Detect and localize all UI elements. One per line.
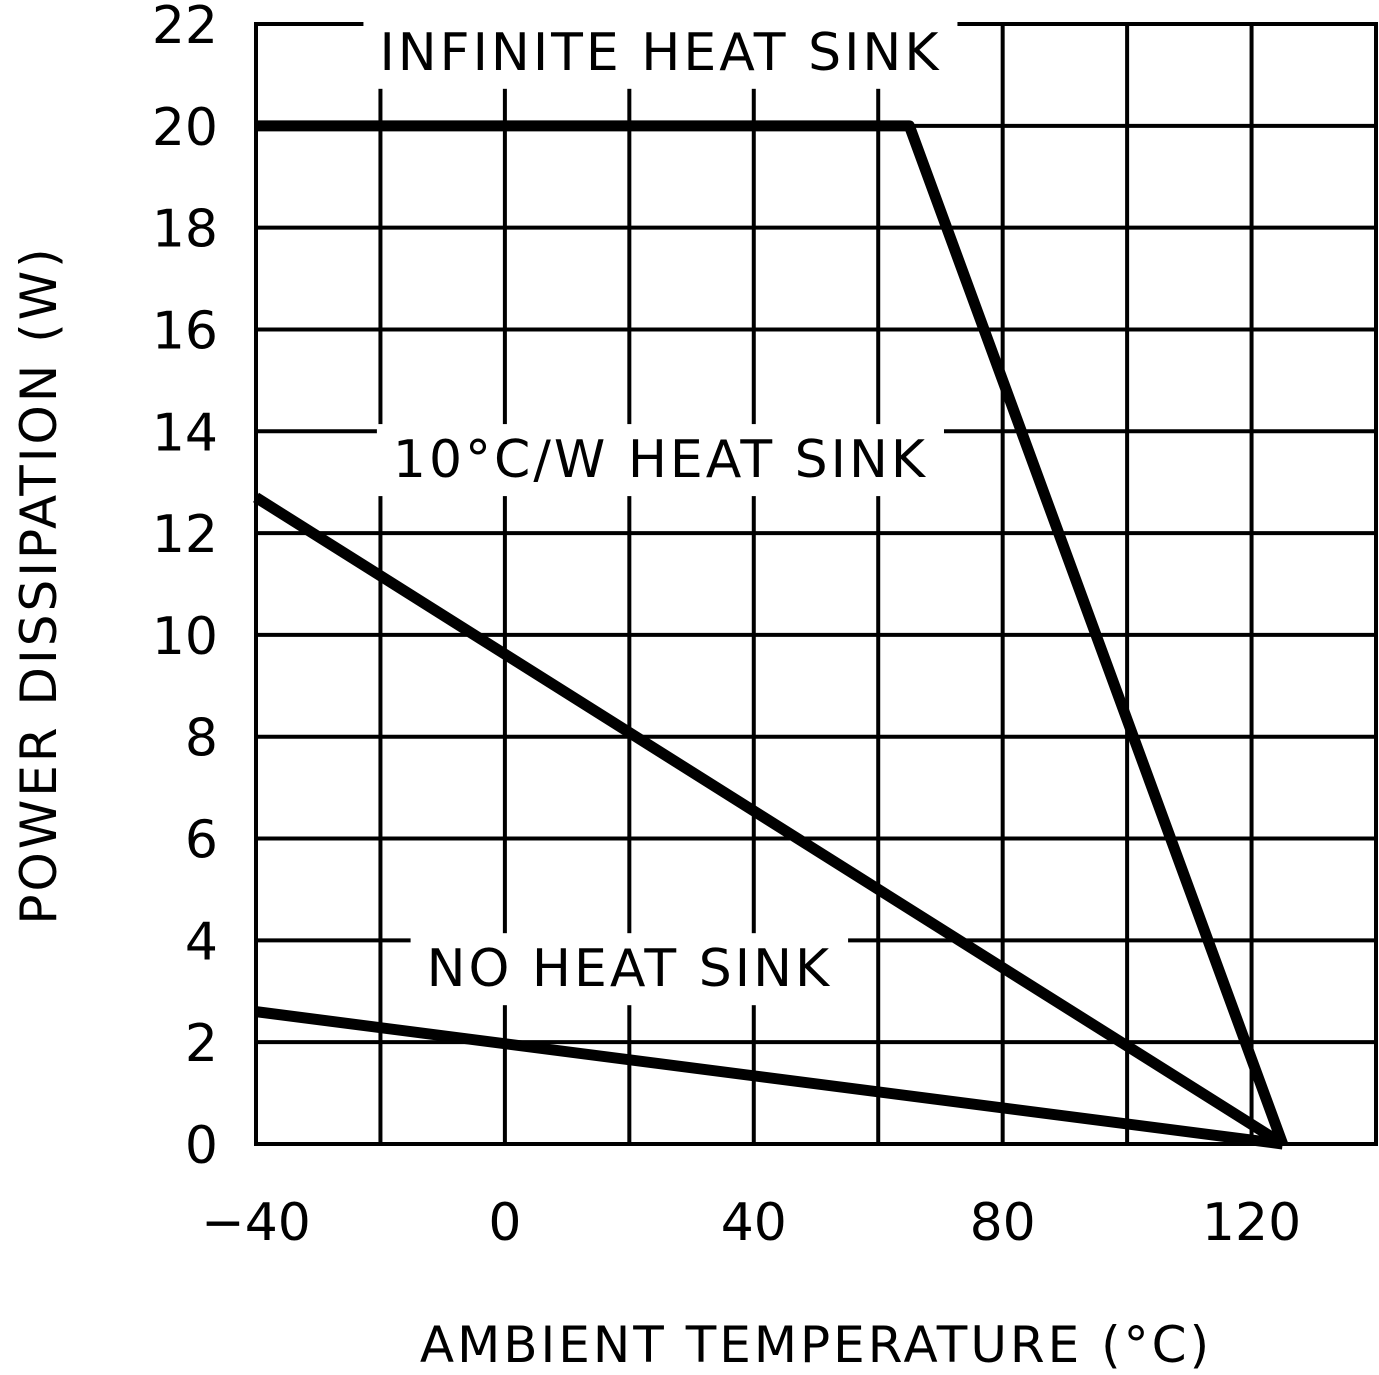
series-line-1 xyxy=(253,492,1286,1149)
x-tick-label-0: −40 xyxy=(201,1193,311,1253)
annotation-layer: INFINITE HEAT SINK 10°C/W HEAT SINK NO HEA… xyxy=(363,16,958,1006)
y-tick-label-3: 6 xyxy=(185,811,218,871)
annotation-label-1: 10°C/W HEAT SINK xyxy=(393,430,928,490)
x-tick-label-1: 0 xyxy=(488,1193,521,1253)
x-axis-title: AMBIENT TEMPERATURE (°C) xyxy=(420,1316,1212,1374)
y-tick-label-7: 14 xyxy=(152,403,218,463)
x-tick-label-3: 80 xyxy=(970,1193,1036,1253)
y-tick-label-10: 20 xyxy=(152,98,218,158)
y-tick-label-1: 2 xyxy=(185,1014,218,1074)
x-tick-label-4: 120 xyxy=(1202,1193,1301,1253)
series-line-0 xyxy=(256,120,1288,1146)
y-tick-label-5: 10 xyxy=(152,607,218,667)
y-tick-label-8: 16 xyxy=(152,301,218,361)
annotation-background-0 xyxy=(363,16,958,89)
series-line-2 xyxy=(255,1006,1284,1150)
y-tick-label-0: 0 xyxy=(185,1116,218,1176)
y-axis-title: POWER DISSIPATION (W) xyxy=(10,245,68,924)
y-tick-label-6: 12 xyxy=(152,505,218,565)
y-tick-label-2: 4 xyxy=(185,912,218,972)
series-layer xyxy=(253,120,1288,1150)
annotation-label-2: NO HEAT SINK xyxy=(427,939,832,999)
y-tick-label-9: 18 xyxy=(152,200,218,260)
y-tick-label-4: 8 xyxy=(185,709,218,769)
x-tick-label-2: 40 xyxy=(721,1193,787,1253)
y-tick-label-11: 22 xyxy=(152,0,218,56)
annotation-background-1 xyxy=(376,424,944,497)
axis-title-layer: AMBIENT TEMPERATURE (°C) POWER DISSIPATI… xyxy=(10,245,1212,1374)
tick-label-layer: 0 2 4 6 8 10 12 14 16 18 20 22 −40 0 40 80 120 xyxy=(152,0,1301,1253)
annotation-label-0: INFINITE HEAT SINK xyxy=(379,23,941,83)
annotation-background-2 xyxy=(410,933,849,1006)
